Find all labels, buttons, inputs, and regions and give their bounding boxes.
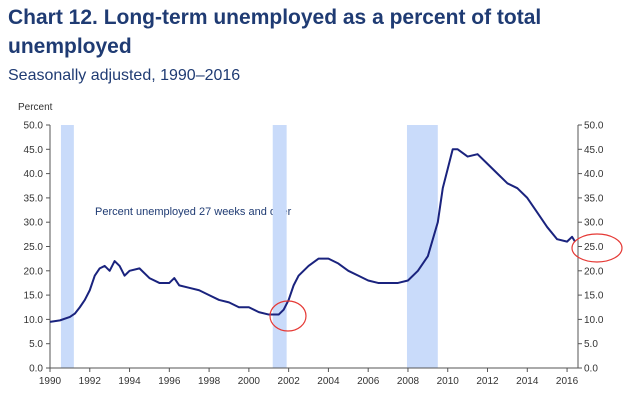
y-tick-label: 15.0 [24,291,44,302]
x-tick-label: 2012 [476,376,499,387]
x-tick-label: 1996 [158,376,181,387]
recession-band [406,125,438,368]
x-tick-label: 1990 [39,376,62,387]
y-tick-label: 35.0 [24,193,44,204]
y-tick-label: 10.0 [24,315,44,326]
x-tick-label: 2000 [238,376,261,387]
y-axis-label: Percent [18,102,53,113]
y2-tick-label: 25.0 [584,242,604,253]
data-line [49,148,576,323]
x-tick-label: 1994 [118,376,141,387]
y2-tick-label: 45.0 [584,145,604,156]
y-tick-label: 5.0 [29,339,43,350]
chart-subtitle: Seasonally adjusted, 1990–2016 [8,67,240,84]
y-tick-label: 20.0 [24,266,44,277]
y2-tick-label: 35.0 [584,193,604,204]
x-tick-label: 1992 [79,376,102,387]
hand-circle [571,233,623,263]
x-tick-label: 2002 [278,376,301,387]
y2-tick-label: 5.0 [584,339,598,350]
recession-band [60,125,74,368]
y2-tick-label: 50.0 [584,121,604,132]
x-tick-label: 2008 [397,376,420,387]
y-tick-label: 45.0 [24,145,44,156]
y2-tick-label: 15.0 [584,291,604,302]
annotation: Percent unemployed 27 weeks and over [95,206,292,218]
y2-tick-label: 40.0 [584,169,604,180]
chart-title: unemployed [8,35,132,58]
y2-tick-label: 10.0 [584,315,604,326]
x-tick-label: 2014 [516,376,539,387]
y-tick-label: 50.0 [24,121,44,132]
y2-tick-label: 20.0 [584,266,604,277]
chart-title: Chart 12. Long-term unemployed as a perc… [8,6,541,29]
y-tick-label: 30.0 [24,218,44,229]
x-tick-label: 2016 [556,376,579,387]
plot-area: 0.0 5.0 10.0 15.0 20.0 25.0 30.0 35.0 40.0 45.0 50… [24,121,604,388]
x-tick-label: 1998 [198,376,221,387]
x-tick-label: 2004 [317,376,340,387]
y2-tick-label: 0.0 [584,364,598,375]
x-tick-label: 2006 [357,376,380,387]
x-tick-label: 2010 [437,376,460,387]
hand-circle [269,300,307,332]
y-tick-label: 25.0 [24,242,44,253]
y2-tick-label: 30.0 [584,218,604,229]
recession-band [272,125,287,368]
y-tick-label: 40.0 [24,169,44,180]
y-tick-label: 0.0 [29,364,43,375]
